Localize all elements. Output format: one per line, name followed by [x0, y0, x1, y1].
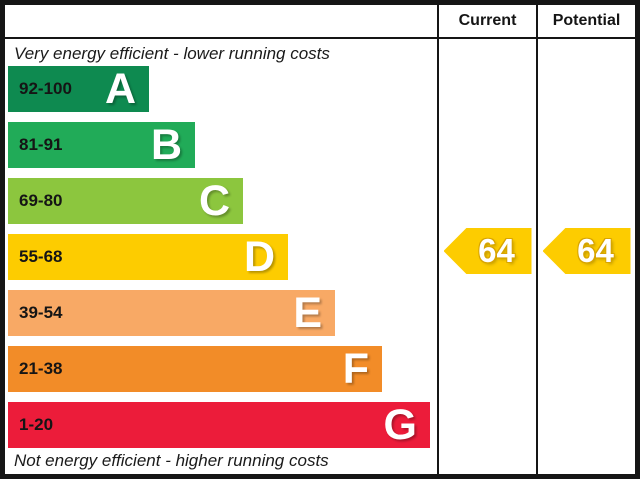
band-bar-c: 69-80 C [8, 178, 243, 224]
potential-rating-value: 64 [577, 232, 614, 269]
chart-body: Very energy efficient - lower running co… [5, 39, 635, 474]
column-header-current: Current [437, 5, 536, 37]
band-range-label: 39-54 [19, 303, 63, 322]
current-column: 64 [437, 39, 536, 474]
band-bar-d: 55-68 D [8, 234, 288, 280]
band-bar-a: 92-100 A [8, 66, 149, 112]
band-range-label: 92-100 [19, 79, 72, 98]
band-range-label: 69-80 [19, 191, 63, 210]
band-range-label: 1-20 [19, 415, 54, 434]
bands-column: Very energy efficient - lower running co… [5, 39, 437, 474]
band-range-label: 21-38 [19, 359, 63, 378]
band-bar-e: 39-54 E [8, 290, 335, 336]
column-header-potential: Potential [536, 5, 635, 37]
current-rating-value: 64 [478, 232, 515, 269]
header-row: Current Potential [5, 5, 635, 39]
current-rating-arrow: 64 [443, 228, 532, 274]
band-range-label: 81-91 [19, 135, 63, 154]
band-range-label: 55-68 [19, 247, 63, 266]
top-caption: Very energy efficient - lower running co… [14, 44, 330, 63]
potential-rating-arrow: 64 [542, 228, 631, 274]
band-bar-b: 81-91 B [8, 122, 195, 168]
band-letter: D [243, 232, 275, 281]
band-letter: B [150, 120, 182, 169]
band-letter: C [198, 176, 230, 225]
bottom-caption: Not energy efficient - higher running co… [14, 451, 329, 470]
band-bar-g: 1-20 G [8, 402, 430, 448]
band-letter: G [383, 400, 417, 449]
band-letter: A [104, 64, 136, 113]
band-bar-f: 21-38 F [8, 346, 382, 392]
potential-column: 64 [536, 39, 635, 474]
bands: 92-100 A 81-91 B 69-80 C 55-68 D 39-54 E… [5, 66, 437, 448]
header-spacer [5, 5, 437, 37]
band-letter: F [342, 344, 369, 393]
band-letter: E [293, 288, 322, 337]
